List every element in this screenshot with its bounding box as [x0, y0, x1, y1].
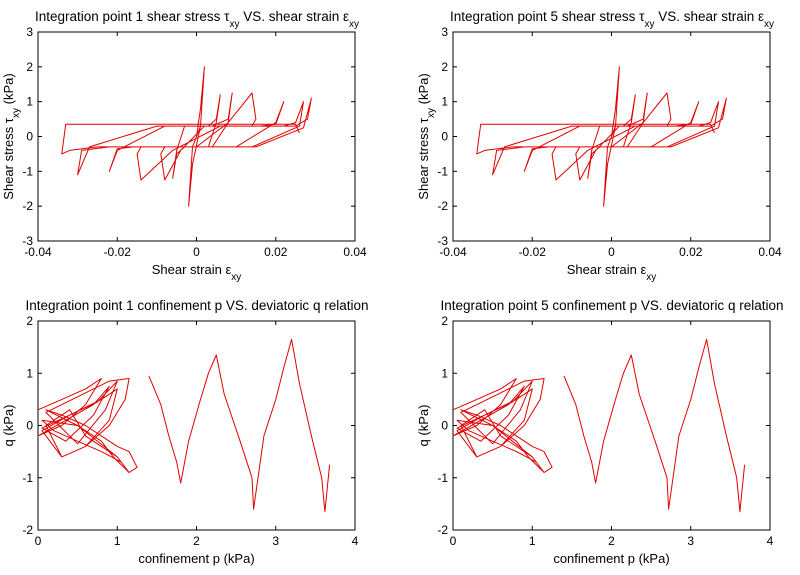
- y-tick-label: -1: [437, 471, 448, 485]
- y-axis-label: Shear stress τxy (kPa): [1, 73, 22, 199]
- x-axis-label: confinement p (kPa): [553, 551, 669, 566]
- y-tick-label: -3: [437, 234, 448, 248]
- x-axis-label: Shear strain εxy: [567, 262, 657, 283]
- x-tick-label: 0.02: [679, 245, 703, 259]
- chart-title: Integration point 1 shear stress τxy VS.…: [35, 9, 359, 30]
- y-tick-label: 3: [441, 25, 448, 39]
- chart-panel-3: Integration point 1 confinement p VS. de…: [1, 298, 368, 566]
- series-line-1: [452, 338, 746, 513]
- y-tick-label: -2: [437, 523, 448, 537]
- y-tick-label: 0: [26, 419, 33, 433]
- y-tick-label: -2: [22, 199, 33, 213]
- x-tick-label: 0: [450, 534, 457, 548]
- y-tick-label: -2: [437, 199, 448, 213]
- x-tick-label: -0.02: [519, 245, 547, 259]
- y-tick-label: -2: [22, 523, 33, 537]
- x-tick-label: 0.04: [343, 245, 367, 259]
- y-tick-label: 1: [26, 366, 33, 380]
- x-tick-label: 2: [608, 534, 615, 548]
- y-tick-label: 0: [441, 130, 448, 144]
- y-axis-label: q (kPa): [416, 405, 431, 447]
- plot-frame: [37, 320, 356, 531]
- chart-panel-4: Integration point 5 confinement p VS. de…: [416, 298, 783, 566]
- chart-title: Integration point 1 confinement p VS. de…: [26, 298, 369, 313]
- series-line-1: [61, 66, 312, 207]
- x-axis-label: confinement p (kPa): [138, 551, 254, 566]
- chart-title: Integration point 5 confinement p VS. de…: [441, 298, 784, 313]
- y-tick-label: -1: [22, 471, 33, 485]
- y-tick-label: 0: [441, 419, 448, 433]
- x-tick-label: 1: [114, 534, 121, 548]
- y-axis-label: q (kPa): [1, 405, 16, 447]
- x-tick-label: -0.04: [24, 245, 52, 259]
- x-tick-label: 1: [529, 534, 536, 548]
- y-tick-label: -1: [22, 164, 33, 178]
- y-tick-label: 2: [441, 60, 448, 74]
- x-tick-label: 2: [193, 534, 200, 548]
- x-tick-label: 0: [608, 245, 615, 259]
- series-line-1: [37, 338, 331, 513]
- y-tick-label: -3: [22, 234, 33, 248]
- x-tick-label: 0: [35, 534, 42, 548]
- y-axis-label: Shear stress τxy (kPa): [416, 73, 437, 199]
- chart-panel-2: Integration point 5 shear stress τxy VS.…: [416, 9, 782, 283]
- x-axis-label: Shear strain εxy: [152, 262, 242, 283]
- x-tick-label: 3: [272, 534, 279, 548]
- y-tick-label: 2: [26, 60, 33, 74]
- y-tick-label: 1: [441, 95, 448, 109]
- x-tick-label: -0.04: [439, 245, 467, 259]
- plot-frame: [452, 320, 771, 531]
- chart-title: Integration point 5 shear stress τxy VS.…: [450, 9, 774, 30]
- y-tick-label: 1: [26, 95, 33, 109]
- y-tick-label: -1: [437, 164, 448, 178]
- x-tick-label: 0: [193, 245, 200, 259]
- x-tick-label: 4: [767, 534, 774, 548]
- x-tick-label: 0.02: [264, 245, 288, 259]
- chart-panel-1: Integration point 1 shear stress τxy VS.…: [1, 9, 367, 283]
- y-tick-label: 2: [441, 314, 448, 328]
- y-tick-label: 2: [26, 314, 33, 328]
- x-tick-label: 0.04: [758, 245, 782, 259]
- x-tick-label: -0.02: [104, 245, 132, 259]
- y-tick-label: 0: [26, 130, 33, 144]
- y-tick-label: 3: [26, 25, 33, 39]
- x-tick-label: 3: [687, 534, 694, 548]
- series-line-1: [476, 66, 727, 207]
- y-tick-label: 1: [441, 366, 448, 380]
- x-tick-label: 4: [352, 534, 359, 548]
